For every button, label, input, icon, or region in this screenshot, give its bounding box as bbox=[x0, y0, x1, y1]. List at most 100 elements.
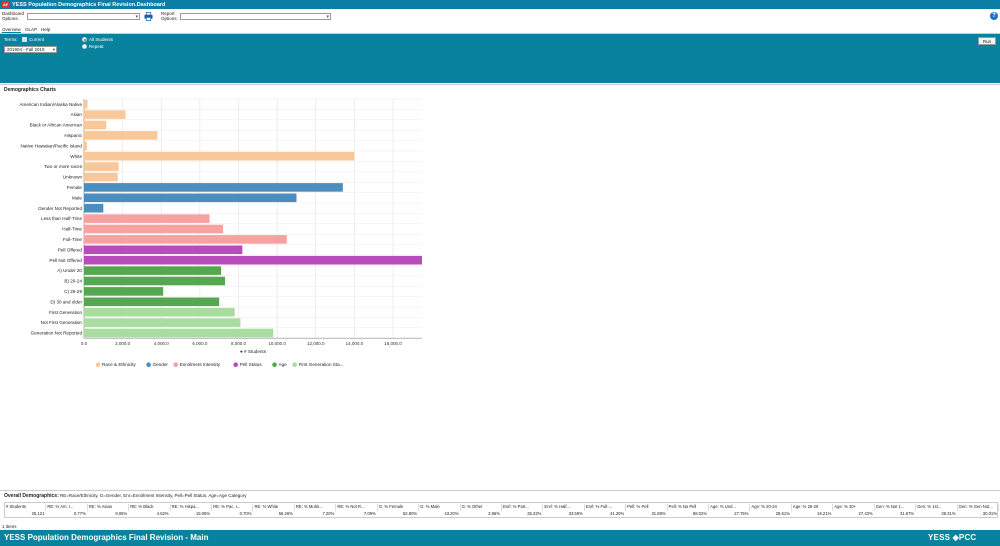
bar bbox=[84, 307, 235, 317]
bar bbox=[84, 162, 119, 171]
grid-header-cell[interactable]: G: % Other bbox=[461, 504, 502, 511]
y-category-label: Unknown bbox=[63, 175, 83, 180]
bar bbox=[84, 214, 210, 223]
grid-header-cell[interactable]: RE: % White bbox=[254, 504, 295, 511]
y-category-label: Black or African American bbox=[30, 123, 83, 128]
demographics-bar-chart: 0.0 2,000.0 4,000.0 6,000.0 8,000.0 10,000.0 1… bbox=[19, 98, 422, 368]
grid-header-cell[interactable]: Enrl: % Half... bbox=[543, 504, 585, 511]
bar bbox=[84, 151, 355, 161]
legend-entry: Gender bbox=[153, 362, 169, 367]
grid-header-cell[interactable]: # Students bbox=[5, 504, 47, 511]
grid-header-cell[interactable]: RE: % Asian bbox=[88, 504, 130, 511]
grid-header-cell[interactable]: Pell: % Pell bbox=[626, 504, 668, 511]
grid-value-cell: 56.26% bbox=[278, 511, 293, 516]
bar bbox=[84, 318, 241, 327]
grid-header-cell[interactable]: Gen: % Not 1... bbox=[875, 504, 917, 511]
term-select-value: 201904 - Fall 2019 bbox=[7, 47, 45, 52]
bar bbox=[84, 276, 225, 286]
grid-value-cell: 9.05% bbox=[115, 511, 128, 516]
current-checkbox[interactable]: ✓ bbox=[22, 37, 27, 42]
grid-header-cell[interactable]: RE: % Am. I... bbox=[46, 504, 88, 511]
term-select[interactable]: 201904 - Fall 2019 ▾ bbox=[4, 46, 57, 53]
grid-header-cell[interactable]: Age: % 30+ bbox=[833, 504, 875, 511]
x-tick-label: 12,000.0 bbox=[307, 341, 325, 346]
legend-swatch bbox=[146, 362, 151, 368]
y-category-label: A) Under 20 bbox=[57, 268, 82, 273]
charts-title: Demographics Charts bbox=[4, 87, 56, 93]
filter-panel: Terms: ✓ Current 201904 - Fall 2019 ▾ Al… bbox=[0, 34, 1000, 83]
report-options-label: Report Options: bbox=[161, 11, 178, 21]
grid-header-cell[interactable]: RE: % Hispa... bbox=[171, 504, 213, 511]
chevron-down-icon: ▾ bbox=[326, 14, 329, 20]
bar bbox=[84, 328, 274, 338]
menu-help[interactable]: Help bbox=[41, 27, 51, 32]
dashboard-options-select[interactable]: ▾ bbox=[27, 13, 140, 20]
y-category-label: Female bbox=[67, 185, 83, 190]
grid-value-cell: 0.77% bbox=[73, 511, 86, 516]
grid-header-cell[interactable]: Pell: % No Pell bbox=[668, 504, 710, 511]
app-logo-icon: AF bbox=[2, 1, 9, 8]
x-tick-label: 14,000.0 bbox=[346, 341, 364, 346]
bar bbox=[84, 120, 107, 130]
y-category-label: Less than Half-Time bbox=[41, 216, 82, 221]
grid-header-cell[interactable]: Age: % 25-29 bbox=[792, 504, 834, 511]
grid-value-cell: 31.88% bbox=[651, 511, 666, 516]
help-icon[interactable]: ? bbox=[990, 12, 998, 20]
grid-header-cell[interactable]: RE: % Black bbox=[129, 504, 171, 511]
current-label: Current bbox=[29, 37, 45, 42]
status-bar: YESS Population Demographics Final Revis… bbox=[0, 530, 1000, 546]
menu-olap[interactable]: OLAP bbox=[25, 27, 38, 32]
grid-value-cell: 0.70% bbox=[239, 511, 252, 516]
bar bbox=[84, 110, 126, 119]
grid-header-cell[interactable]: RE: % Not R... bbox=[336, 504, 378, 511]
grid-value-cell: 38.31% bbox=[941, 511, 956, 516]
y-category-label: White bbox=[70, 154, 82, 159]
legend-entry: Enrollment Intensity bbox=[180, 362, 221, 367]
grid-value-cell: 25.22% bbox=[527, 511, 542, 516]
grid-value-cell: 27.43% bbox=[858, 511, 873, 516]
radio-repeat-label: Repeat bbox=[89, 44, 104, 49]
grid-value-cell: 52.80% bbox=[402, 511, 418, 516]
grid-header-cell[interactable]: G: % Female bbox=[378, 504, 420, 511]
run-button[interactable]: Run bbox=[978, 37, 996, 45]
y-category-label: First Generation bbox=[49, 310, 82, 315]
legend-entry: Age bbox=[279, 362, 288, 367]
grid-header-cell[interactable]: RE: % Pac. I... bbox=[212, 504, 254, 511]
legend-entry: Pell Status bbox=[240, 362, 263, 367]
bar bbox=[84, 255, 422, 265]
radio-repeat[interactable] bbox=[82, 44, 87, 49]
bar bbox=[84, 287, 164, 296]
grid-header-cell[interactable]: Gen: % Gen Not... bbox=[958, 504, 999, 511]
terms-label: Terms: bbox=[4, 37, 18, 42]
report-options-select[interactable]: ▾ bbox=[180, 13, 331, 20]
overall-demographics-section: Overall Demographics: RE=Race/Ethnicity,… bbox=[0, 490, 1000, 522]
y-category-label: American Indian/Alaska Native bbox=[19, 102, 82, 107]
grid-value-cell: 7.09% bbox=[363, 511, 376, 516]
grid-header-cell[interactable]: Enrl: % Full-... bbox=[585, 504, 627, 511]
grid-value-cell: 68.02% bbox=[692, 511, 708, 516]
grid-value-cell: 43.20% bbox=[444, 511, 459, 516]
grid-header-cell[interactable]: RE: % Multir... bbox=[295, 504, 337, 511]
grid-header-cell[interactable]: Gen: % 1st... bbox=[916, 504, 958, 511]
print-icon[interactable] bbox=[144, 12, 153, 21]
menu-overview[interactable]: Overview bbox=[2, 27, 21, 33]
y-category-label: Hispanic bbox=[64, 133, 82, 138]
bar bbox=[84, 99, 88, 109]
charts-section: Demographics Charts 0.0 2,000.0 4,000.0 6,0… bbox=[0, 84, 1000, 488]
radio-all-students[interactable] bbox=[82, 37, 87, 42]
grid-header-cell[interactable]: Enrl: % Part... bbox=[502, 504, 544, 511]
grid-value-cell: 28.61% bbox=[775, 511, 790, 516]
grid-value-cell: 4.62% bbox=[156, 511, 169, 516]
bar bbox=[84, 224, 224, 234]
overall-grid[interactable]: # Students 25,121 RE: % Am. I... 0.77% RE: %… bbox=[4, 502, 999, 518]
bar bbox=[84, 183, 343, 192]
grid-header-cell[interactable]: G: % Male bbox=[419, 504, 461, 511]
bar bbox=[84, 203, 104, 213]
x-axis-label: ● # Students bbox=[240, 349, 267, 354]
x-tick-label: 2,000.0 bbox=[115, 341, 131, 346]
grid-header-cell[interactable]: Age: % 20-24 bbox=[751, 504, 792, 511]
legend-swatch bbox=[173, 362, 178, 368]
grid-header-cell[interactable]: Age: % Und... bbox=[709, 504, 751, 511]
grid-value-cell: 41.20% bbox=[610, 511, 625, 516]
overall-title: Overall Demographics: bbox=[4, 493, 59, 499]
